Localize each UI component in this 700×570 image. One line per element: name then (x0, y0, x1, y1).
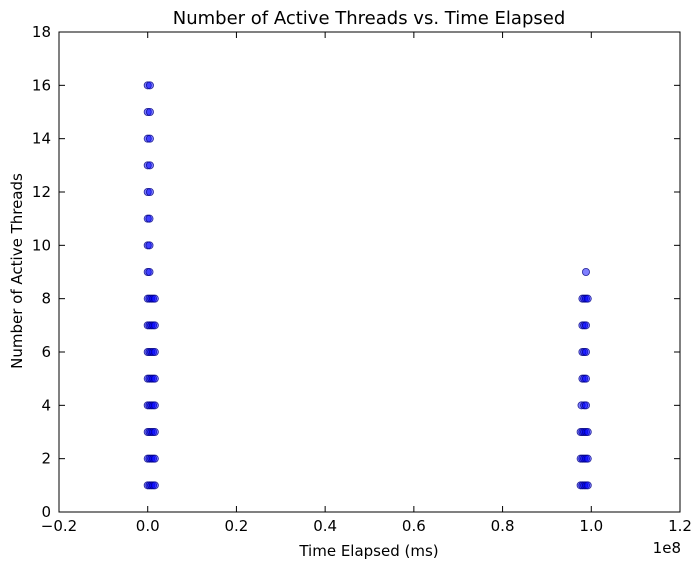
x-axis-ticks: −0.2 0.0 0.2 0.4 0.6 0.8 1.0 1.2 (41, 32, 692, 535)
data-point (581, 401, 590, 410)
x-tick-label: −0.2 (41, 517, 77, 535)
data-point (150, 481, 159, 490)
data-point (145, 214, 154, 223)
y-tick-label: 12 (32, 183, 51, 201)
y-tick-label: 0 (41, 503, 51, 521)
data-point (145, 267, 154, 276)
data-point (145, 241, 154, 250)
x-axis-offset-label: 1e8 (653, 539, 681, 557)
data-point (581, 267, 590, 276)
data-point (581, 347, 590, 356)
data-point (145, 161, 154, 170)
x-tick-label: 0.4 (313, 517, 337, 535)
data-point (150, 427, 159, 436)
data-point (145, 81, 154, 90)
data-point (145, 108, 154, 117)
data-point (145, 187, 154, 196)
x-tick-label: 0.8 (491, 517, 515, 535)
data-point (583, 454, 592, 463)
data-point (150, 347, 159, 356)
data-point (583, 427, 592, 436)
x-tick-label: 1.2 (668, 517, 692, 535)
y-tick-label: 2 (41, 450, 51, 468)
data-point (581, 374, 590, 383)
data-point (150, 374, 159, 383)
y-tick-label: 16 (32, 76, 51, 94)
data-point (150, 401, 159, 410)
x-axis-label: Time Elapsed (ms) (298, 542, 438, 560)
data-point (583, 294, 592, 303)
y-axis-ticks: 0 2 4 6 8 10 12 14 16 18 (32, 23, 680, 521)
y-tick-label: 10 (32, 236, 51, 254)
data-point (150, 454, 159, 463)
y-tick-label: 14 (32, 130, 51, 148)
y-tick-label: 8 (41, 290, 51, 308)
y-axis-label: Number of Active Threads (8, 173, 26, 369)
data-point (150, 294, 159, 303)
x-tick-label: 0.2 (224, 517, 248, 535)
data-point (583, 481, 592, 490)
x-tick-label: 0.0 (136, 517, 160, 535)
data-point (145, 134, 154, 143)
plot-area: −0.2 0.0 0.2 0.4 0.6 0.8 1.0 1.2 0 2 4 6 8 10 12 14 16 1… (32, 23, 692, 535)
y-tick-label: 18 (32, 23, 51, 41)
y-tick-label: 4 (41, 396, 51, 414)
x-tick-label: 0.6 (402, 517, 426, 535)
x-tick-label: 1.0 (579, 517, 603, 535)
plot-frame (58, 31, 681, 513)
data-point (150, 321, 159, 330)
chart-title: Number of Active Threads vs. Time Elapse… (173, 8, 566, 29)
y-tick-label: 6 (41, 343, 51, 361)
data-points (143, 81, 592, 490)
data-point (581, 321, 590, 330)
